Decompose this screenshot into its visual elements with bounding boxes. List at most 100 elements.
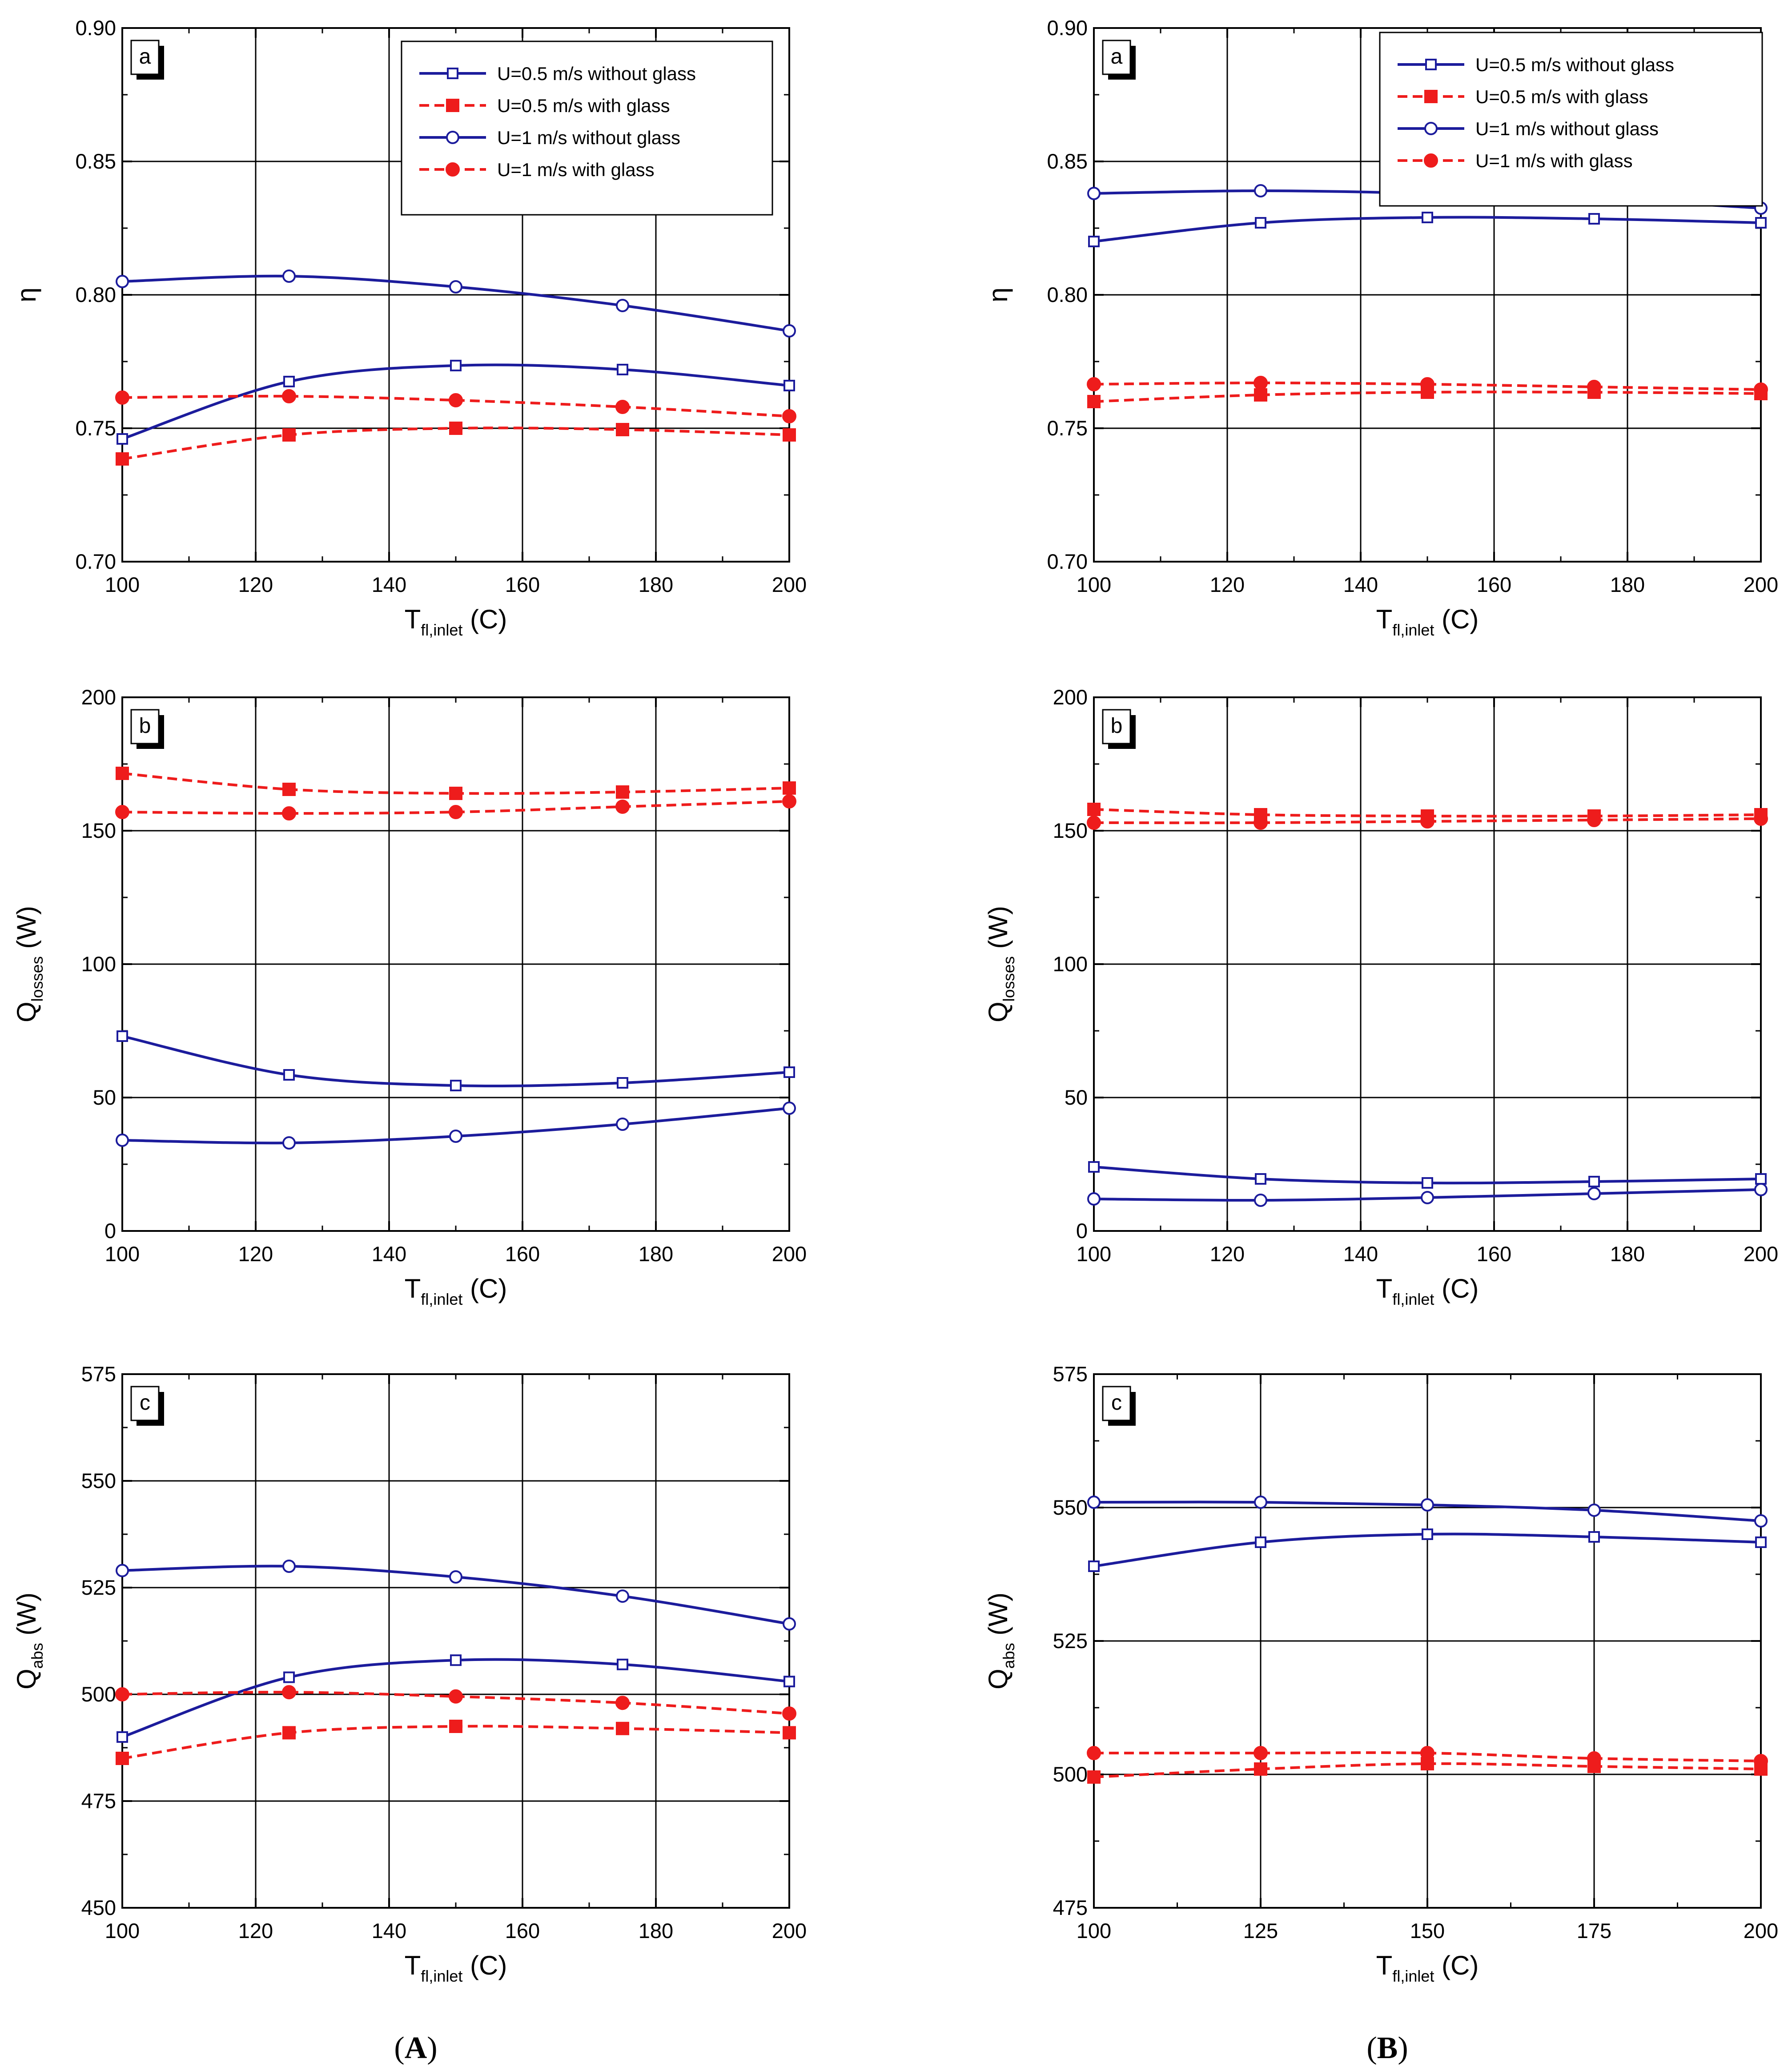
data-point bbox=[616, 1118, 629, 1131]
y-axis-label-sub: abs bbox=[28, 1643, 46, 1669]
data-point bbox=[1422, 212, 1433, 223]
panel-badge bbox=[1102, 709, 1131, 744]
x-tick-label: 100 bbox=[1077, 1919, 1111, 1942]
data-point bbox=[449, 787, 462, 800]
data-point bbox=[616, 1589, 629, 1603]
y-axis-label-unit: (W) bbox=[983, 1592, 1013, 1643]
data-point bbox=[615, 800, 630, 814]
series-2 bbox=[116, 422, 796, 466]
legend-marker bbox=[1424, 153, 1438, 168]
data-point bbox=[617, 1077, 628, 1089]
y-axis-label: η bbox=[12, 287, 41, 302]
series-1 bbox=[1088, 1528, 1767, 1572]
legend-marker bbox=[447, 68, 458, 79]
legend-marker bbox=[1425, 59, 1437, 70]
data-point bbox=[783, 1726, 796, 1740]
data-point bbox=[116, 275, 129, 288]
x-axis-label: Tfl,inlet (C) bbox=[405, 1950, 507, 1985]
y-tick-label: 0.90 bbox=[1047, 16, 1088, 40]
series-2 bbox=[116, 767, 796, 800]
data-point bbox=[616, 785, 629, 799]
y-axis-label-main: η bbox=[12, 287, 41, 302]
data-point bbox=[1587, 1187, 1601, 1200]
data-point bbox=[449, 1689, 463, 1704]
x-tick-label: 100 bbox=[105, 1919, 140, 1942]
data-point bbox=[1587, 1751, 1601, 1765]
data-point bbox=[282, 1136, 296, 1150]
panel-badge bbox=[130, 40, 160, 75]
data-point bbox=[1088, 1161, 1100, 1173]
x-tick-label: 120 bbox=[1210, 1242, 1245, 1266]
y-tick-label: 550 bbox=[81, 1469, 116, 1492]
data-point bbox=[1754, 1754, 1768, 1768]
data-point bbox=[1088, 236, 1100, 247]
data-point bbox=[450, 1654, 462, 1666]
y-axis-label-main: η bbox=[983, 287, 1013, 302]
y-tick-label: 0 bbox=[1076, 1219, 1088, 1243]
x-axis-label-sub: fl,inlet bbox=[1392, 1290, 1434, 1308]
data-point bbox=[283, 1069, 295, 1081]
data-point bbox=[449, 1130, 462, 1143]
y-tick-label: 150 bbox=[1053, 819, 1088, 842]
data-point bbox=[782, 409, 796, 423]
data-point bbox=[617, 364, 628, 375]
legend-label: U=1 m/s with glass bbox=[1475, 150, 1633, 171]
data-point bbox=[1255, 1173, 1266, 1185]
x-tick-label: 180 bbox=[639, 573, 673, 596]
data-point bbox=[1587, 1504, 1601, 1517]
panel-badge-label: b bbox=[1111, 714, 1123, 738]
data-point bbox=[1254, 1762, 1267, 1776]
data-point bbox=[1254, 1496, 1267, 1509]
data-point bbox=[282, 1560, 296, 1573]
chart-panel-a-b: 100 120 140 160 180 200 0 50 100 150 200 Tfl,inlet … bbox=[12, 685, 807, 1308]
data-point bbox=[783, 324, 796, 338]
data-point bbox=[1254, 816, 1268, 830]
x-tick-label: 200 bbox=[772, 1919, 807, 1942]
data-point bbox=[117, 433, 128, 445]
x-tick-label: 200 bbox=[772, 573, 807, 596]
panel-badge-label: a bbox=[139, 45, 151, 68]
y-tick-label: 0.90 bbox=[76, 16, 116, 40]
series-3 bbox=[116, 1102, 796, 1150]
series-1 bbox=[117, 1654, 795, 1743]
data-point bbox=[1588, 1176, 1600, 1187]
x-tick-label: 120 bbox=[1210, 573, 1245, 596]
x-axis-label-main: T bbox=[1376, 1950, 1393, 1980]
data-point bbox=[282, 389, 296, 403]
data-point bbox=[449, 1570, 462, 1584]
x-tick-label: 180 bbox=[639, 1919, 673, 1942]
legend-marker bbox=[446, 131, 459, 144]
y-tick-label: 0.70 bbox=[76, 550, 116, 573]
y-axis-label: Qlosses (W) bbox=[12, 906, 46, 1022]
data-point bbox=[783, 1617, 796, 1631]
data-point bbox=[1422, 1528, 1433, 1540]
y-axis-label-sub: abs bbox=[1000, 1643, 1018, 1669]
data-point bbox=[283, 376, 295, 387]
series-3 bbox=[1087, 1183, 1768, 1207]
x-axis-label: Tfl,inlet (C) bbox=[1376, 1274, 1479, 1308]
x-axis-label-sub: fl,inlet bbox=[421, 621, 462, 639]
data-point bbox=[450, 1080, 462, 1091]
data-point bbox=[116, 452, 129, 466]
x-tick-label: 125 bbox=[1243, 1919, 1278, 1942]
series-3 bbox=[116, 269, 796, 338]
data-point bbox=[1087, 1496, 1101, 1509]
legend-marker bbox=[446, 99, 459, 112]
data-point bbox=[1754, 1183, 1768, 1196]
series-3 bbox=[1087, 1496, 1768, 1528]
data-point bbox=[1421, 1498, 1434, 1512]
panel-badge bbox=[1102, 1386, 1131, 1421]
x-axis-label-sub: fl,inlet bbox=[421, 1967, 462, 1985]
x-axis-label: Tfl,inlet (C) bbox=[405, 604, 507, 639]
column-label-b-text: B bbox=[1377, 2031, 1398, 2065]
data-point bbox=[449, 422, 462, 435]
y-tick-label: 525 bbox=[81, 1576, 116, 1599]
legend-label: U=0.5 m/s with glass bbox=[497, 95, 670, 116]
chart-panel-b-b: 100 120 140 160 180 200 0 50 100 150 200 Tfl,inlet … bbox=[983, 685, 1778, 1308]
y-axis-label-main: Q bbox=[983, 1001, 1013, 1022]
series-4 bbox=[1087, 1746, 1768, 1768]
data-point bbox=[1754, 382, 1768, 397]
data-point bbox=[1087, 1770, 1101, 1784]
